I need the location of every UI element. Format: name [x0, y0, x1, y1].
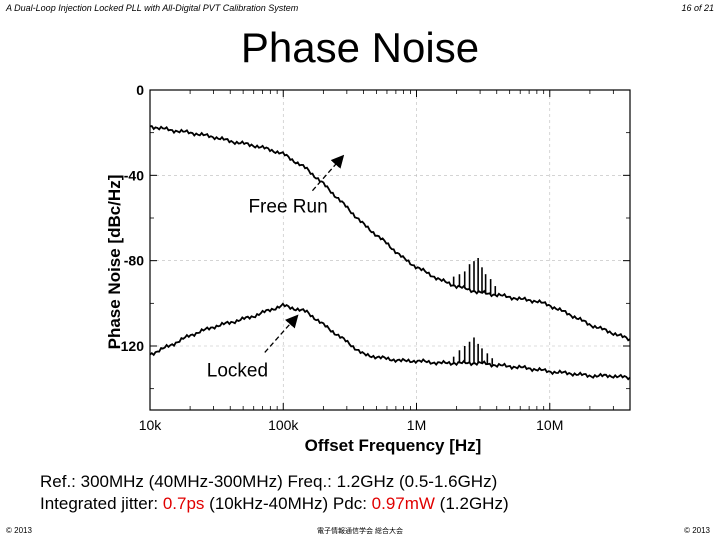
x-tick-label: 10k [139, 417, 163, 433]
power-condition: (1.2GHz) [434, 494, 509, 513]
presentation-title: A Dual-Loop Injection Locked PLL with Al… [6, 3, 299, 13]
y-tick-label: -80 [124, 253, 144, 269]
locked-arrow [264, 314, 299, 353]
power-value: 0.97m [371, 494, 419, 513]
free-run-label: Free Run [248, 197, 327, 218]
power-unit: W [418, 494, 435, 513]
footer-copyright-right: © 2013 [684, 526, 710, 535]
series-line-locked [149, 302, 631, 381]
y-tick-label: -40 [124, 167, 144, 183]
y-axis-label: Phase Noise [dBc/Hz] [105, 175, 124, 350]
slide-title: Phase Noise [240, 24, 480, 71]
y-tick-label: -120 [116, 338, 144, 354]
y-tick-label: 0 [136, 82, 144, 98]
footer-copyright-left: © 2013 [6, 526, 32, 535]
caption-line-1: Ref.: 300MHz (40MHz-300MHz) Freq.: 1.2GH… [40, 472, 498, 491]
axis-ticks: 10k 100k 1M 10M 0 -40 -80 -120 [116, 82, 631, 433]
series-layer [149, 125, 631, 381]
series-line-free-run [149, 125, 631, 342]
jitter-value: 0.7ps [162, 494, 205, 513]
caption-line-2: Integrated jitter: 0.7ps (10kHz-40MHz) P… [40, 494, 509, 514]
x-tick-label: 10M [536, 417, 563, 433]
jitter-range: (10kHz-40MHz) Pdc: [204, 494, 372, 513]
plot-frame [149, 89, 631, 411]
phase-noise-chart: 10k 100k 1M 10M 0 -40 -80 -120 Phase Noise [dBc… [105, 82, 631, 455]
x-axis-label: Offset Frequency [Hz] [305, 436, 482, 455]
jitter-label: Integrated jitter: [40, 494, 163, 513]
annotations: Free Run Locked [207, 154, 345, 381]
page-indicator: 16 of 21 [681, 3, 714, 13]
x-tick-label: 1M [407, 417, 426, 433]
footer-conference: 電子情報通信学会 総合大会 [317, 528, 403, 535]
x-tick-label: 100k [268, 417, 299, 433]
locked-label: Locked [207, 360, 268, 381]
